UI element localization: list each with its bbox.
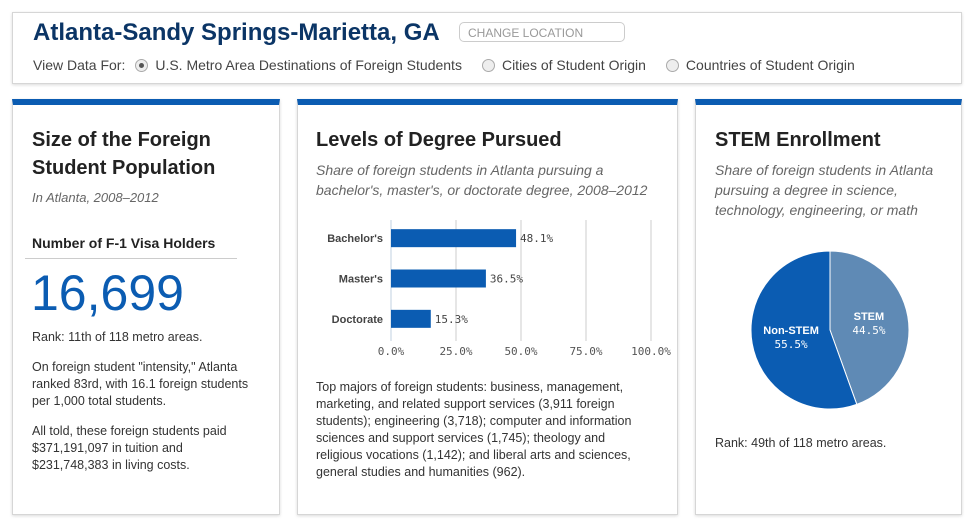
- x-tick-label: 0.0%: [378, 345, 405, 358]
- pie-label: STEM: [854, 311, 885, 323]
- degree-title: Levels of Degree Pursued: [316, 129, 562, 151]
- divider: [25, 258, 237, 259]
- change-location-button[interactable]: CHANGE LOCATION: [459, 22, 625, 42]
- y-tick-label: Bachelor's: [327, 233, 383, 245]
- pie-slice-non-stem: [750, 250, 858, 410]
- view-data-label: View Data For:: [33, 57, 126, 73]
- page-title: Atlanta-Sandy Springs-Marietta, GA: [33, 19, 440, 46]
- bar-masters: [391, 269, 486, 288]
- location-header: Atlanta-Sandy Springs-Marietta, GA CHANG…: [12, 12, 962, 84]
- rank-text: Rank: 11th of 118 metro areas.: [32, 330, 203, 344]
- top-majors-text: Top majors of foreign students: business…: [316, 380, 632, 479]
- y-tick-label: Master's: [339, 274, 383, 286]
- bar-bachelors: [391, 229, 517, 248]
- option-label[interactable]: Cities of Student Origin: [501, 57, 646, 73]
- radio-cities-origin[interactable]: [481, 58, 495, 72]
- stem-card: STEM Enrollment Share of foreign student…: [695, 99, 962, 515]
- size-card: Size of the Foreign Student Population I…: [12, 99, 280, 515]
- bar-data-label: 36.5%: [490, 273, 523, 286]
- degree-subtitle: Share of foreign students in Atlanta pur…: [316, 162, 648, 198]
- option-label[interactable]: U.S. Metro Area Destinations of Foreign …: [155, 57, 462, 73]
- degree-card: Levels of Degree Pursued Share of foreig…: [297, 99, 678, 515]
- intensity-text: On foreign student "intensity," Atlanta …: [32, 360, 249, 408]
- x-tick-label: 75.0%: [569, 345, 602, 358]
- metric-label: Number of F-1 Visa Holders: [32, 235, 216, 251]
- pie-label: Non-STEM: [763, 325, 819, 337]
- degree-bar-chart: 0.0% 25.0% 50.0% 75.0% 100.0% Bachelor's 48.1%…: [327, 220, 671, 358]
- bar-data-label: 48.1%: [520, 232, 553, 245]
- size-title: Size of the Foreign Student Population: [32, 129, 216, 179]
- bar-doctorate: [391, 309, 431, 328]
- radio-metro-destinations[interactable]: [135, 58, 149, 72]
- stem-subtitle: Share of foreign students in Atlanta pur…: [715, 162, 934, 218]
- costs-text: All told, these foreign students paid $3…: [32, 424, 227, 472]
- size-subtitle: In Atlanta, 2008–2012: [32, 190, 159, 205]
- pie-slice-stem: [829, 250, 910, 405]
- y-tick-label: Doctorate: [332, 314, 383, 326]
- option-label[interactable]: Countries of Student Origin: [685, 57, 855, 73]
- stem-title: STEM Enrollment: [715, 129, 881, 151]
- bar-data-label: 15.3%: [435, 313, 468, 326]
- pie-value-label: 44.5%: [852, 324, 885, 337]
- x-tick-label: 50.0%: [504, 345, 537, 358]
- radio-countries-origin[interactable]: [665, 58, 679, 72]
- stem-rank-text: Rank: 49th of 118 metro areas.: [715, 436, 887, 450]
- x-tick-label: 100.0%: [631, 345, 671, 358]
- x-tick-label: 25.0%: [439, 345, 472, 358]
- pie-value-label: 55.5%: [775, 338, 808, 351]
- view-data-options: View Data For: U.S. Metro Area Destinati…: [33, 57, 865, 73]
- metric-value: 16,699: [31, 265, 184, 321]
